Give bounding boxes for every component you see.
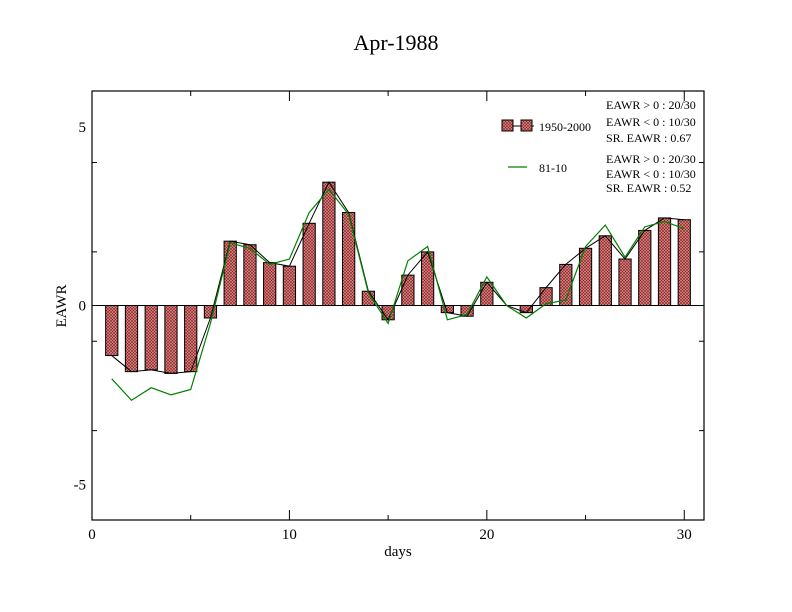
bar-day-26	[598, 235, 612, 307]
legend-stat-2-3: SR. EAWR : 0.52	[606, 181, 691, 195]
legend-stat-1-1: EAWR > 0 : 20/30	[606, 98, 696, 112]
legend-bar-swatch-left	[501, 119, 514, 132]
bar-day-3	[144, 305, 158, 371]
bar-day-7	[223, 240, 237, 306]
bar-day-28	[638, 229, 652, 306]
x-tick-label: 10	[282, 527, 297, 543]
bar-day-2	[124, 305, 139, 373]
y-tick-label: 0	[79, 299, 87, 315]
bar-day-13	[342, 212, 356, 306]
bar-day-16	[401, 274, 415, 306]
legend-stat-2-2: EAWR < 0 : 10/30	[606, 167, 696, 181]
x-tick-label: 30	[677, 527, 692, 543]
y-tick-label: -5	[74, 477, 87, 493]
legend-label-1950-2000: 1950-2000	[539, 120, 591, 134]
bar-day-17	[420, 251, 435, 306]
x-axis-ticks: 0 10 20 30	[88, 91, 692, 543]
bar-day-29	[657, 217, 672, 307]
legend-stat-1-3: SR. EAWR : 0.67	[606, 131, 691, 145]
x-tick-label: 20	[479, 527, 494, 543]
y-axis-ticks: -5 0 5	[74, 120, 704, 521]
series-1950-2000-line	[111, 181, 685, 374]
series-81-10-line	[111, 188, 685, 402]
bar-day-9	[263, 262, 277, 307]
legend-label-81-10: 81-10	[539, 161, 567, 175]
bar-day-27	[618, 258, 632, 306]
x-axis-label: days	[384, 544, 412, 560]
bars-1950-2000	[105, 181, 691, 374]
legend-stat-1-2: EAWR < 0 : 10/30	[606, 115, 696, 129]
bar-day-5	[184, 305, 198, 373]
legend: 1950-2000 EAWR > 0 : 20/30 EAWR < 0 : 10…	[501, 98, 696, 195]
bar-day-4	[164, 305, 178, 374]
x-tick-label: 0	[88, 527, 96, 543]
bar-day-1	[105, 305, 119, 357]
bar-day-10	[282, 265, 297, 306]
y-tick-label: 5	[79, 120, 87, 136]
bar-day-12	[322, 181, 336, 307]
bar-day-11	[302, 222, 316, 306]
chart-title: Apr-1988	[353, 30, 438, 55]
bar-day-8	[243, 244, 257, 307]
y-axis-label: EAWR	[54, 285, 70, 328]
legend-stat-2-1: EAWR > 0 : 20/30	[606, 152, 696, 166]
bar-day-30	[677, 219, 691, 306]
legend-bar-swatch-right	[520, 119, 533, 132]
